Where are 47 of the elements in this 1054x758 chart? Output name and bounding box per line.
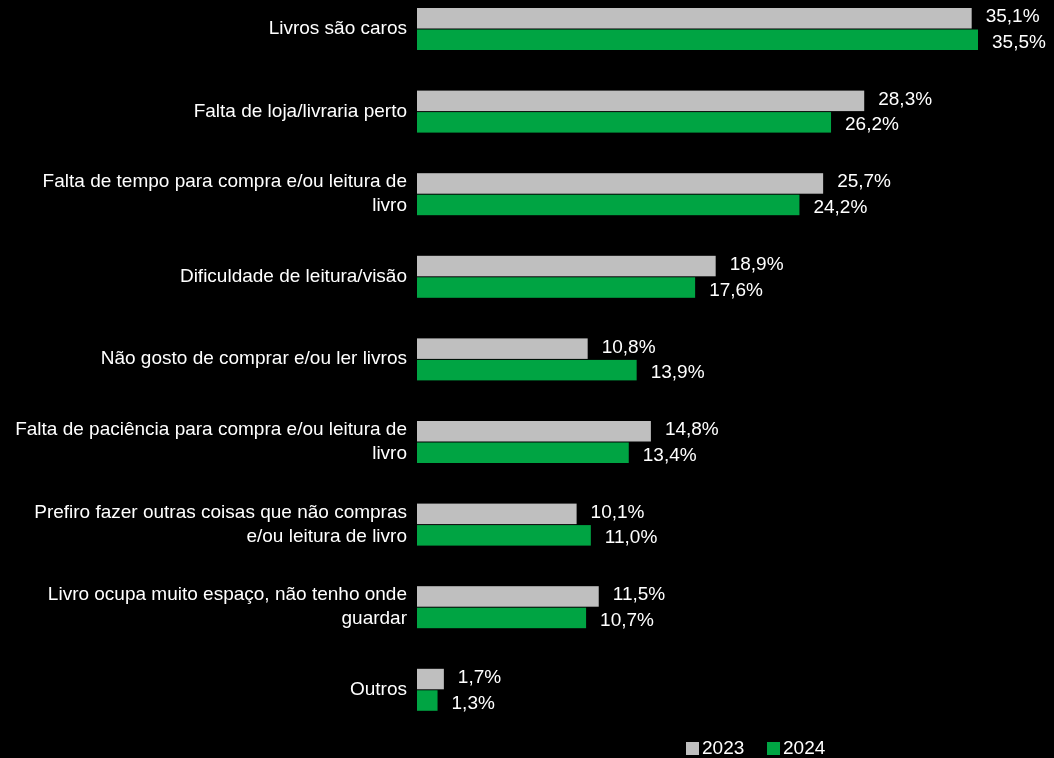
data-label: 11,0%	[604, 526, 658, 548]
data-label: 28,3%	[878, 87, 933, 109]
data-label: 35,5%	[992, 30, 1046, 52]
data-label: 35,1%	[985, 5, 1040, 27]
bar	[417, 421, 651, 442]
data-label: 10,1%	[590, 500, 645, 522]
y-tick-label: Dificuldade de leitura/visão	[179, 264, 407, 286]
data-label: 10,8%	[601, 335, 656, 357]
bar	[417, 442, 629, 463]
bar	[417, 586, 599, 607]
y-tick-label: Falta de tempo para compra e/ou leitura de livro	[42, 170, 407, 216]
data-label: 26,2%	[845, 113, 900, 135]
data-label: 13,4%	[642, 443, 697, 465]
data-label: 13,9%	[650, 361, 705, 383]
bar	[417, 668, 444, 690]
bar	[417, 8, 972, 29]
bar	[417, 173, 824, 194]
data-label: 11,5%	[612, 583, 666, 605]
bar	[417, 338, 588, 359]
bar	[417, 90, 865, 112]
y-tick-label: Falta de paciência para compra e/ou leitura de livro	[15, 418, 407, 464]
bar	[417, 112, 832, 133]
bar	[417, 690, 438, 711]
data-label: 25,7%	[837, 170, 892, 192]
bar	[417, 607, 587, 629]
y-tick-label: Livro ocupa muito espaço, não tenho onde guardar	[47, 583, 408, 629]
legend-label: 2023	[702, 737, 745, 758]
y-tick-label: Não gosto de comprar e/ou ler livros	[100, 347, 407, 369]
legend-label: 2024	[783, 737, 826, 758]
bar	[417, 29, 978, 50]
bar	[417, 194, 800, 216]
data-label: 24,2%	[813, 195, 868, 217]
y-tick-label: Livros são caros	[268, 17, 407, 39]
bar	[417, 525, 591, 546]
data-label: 1,7%	[457, 666, 502, 688]
bar	[417, 255, 716, 277]
y-tick-label: Falta de loja/livraria perto	[193, 99, 407, 121]
bar	[417, 277, 696, 298]
data-label: 18,9%	[729, 253, 784, 275]
bar	[417, 359, 637, 381]
data-label: 17,6%	[709, 278, 764, 300]
data-label: 14,8%	[664, 418, 719, 440]
y-tick-label: Prefiro fazer outras coisas que não compras e/ou leitura de livro	[34, 500, 407, 546]
data-label: 10,7%	[600, 608, 655, 630]
data-label: 1,3%	[451, 691, 495, 713]
bar	[417, 503, 577, 525]
y-tick-label: Outros	[349, 677, 407, 699]
